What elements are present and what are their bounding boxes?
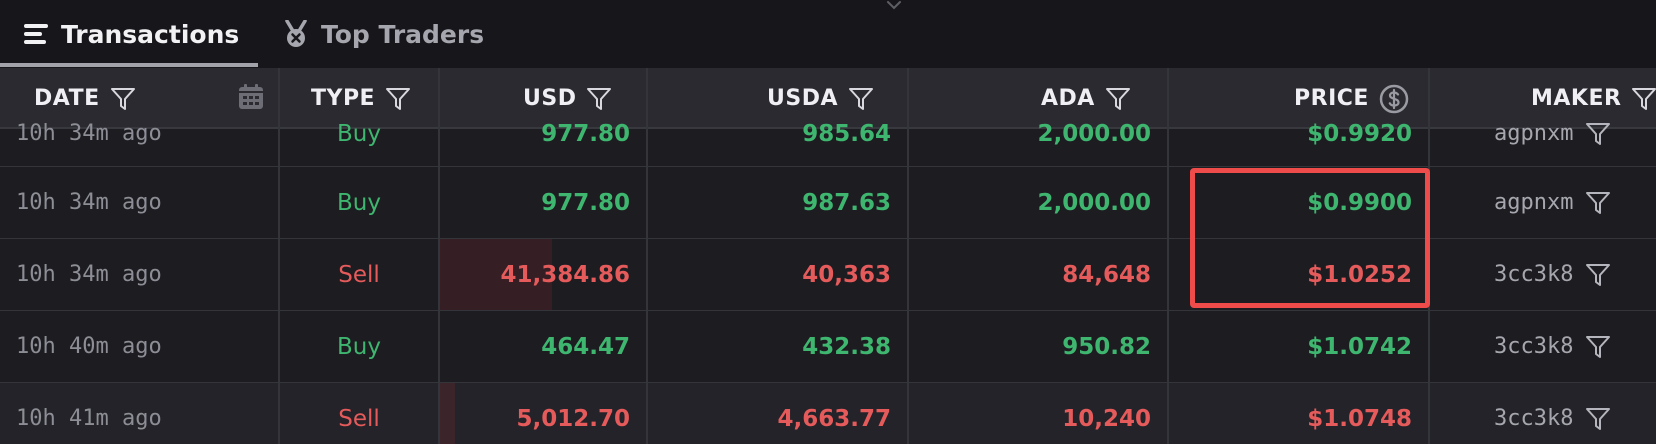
- tab-transactions-label: Transactions: [61, 19, 240, 49]
- cell-price: $1.0742: [1307, 333, 1412, 360]
- maker-address[interactable]: 3cc3k8: [1494, 262, 1574, 287]
- cell-maker: 3cc3k8: [1494, 239, 1611, 310]
- cell-usda: 432.38: [802, 333, 891, 360]
- active-tab-indicator: [0, 63, 258, 67]
- cell-maker: agpnxm: [1494, 167, 1611, 238]
- filter-icon[interactable]: [1585, 263, 1611, 287]
- column-header-usd[interactable]: USD: [523, 68, 612, 129]
- cell-maker: 3cc3k8: [1494, 311, 1611, 382]
- cell-ada: 2,000.00: [1037, 120, 1152, 147]
- medal-icon: [282, 20, 310, 48]
- cell-usd: 464.47: [541, 333, 630, 360]
- cell-date: 10h 34m ago: [16, 121, 162, 146]
- tab-bar: Transactions Top Traders: [0, 0, 1656, 68]
- table-row[interactable]: 10h 34m ago Buy 977.80 987.63 2,000.00 $0.990…: [0, 167, 1656, 239]
- cell-maker: 3cc3k8: [1494, 383, 1611, 444]
- cell-usd: 977.80: [541, 189, 630, 216]
- cell-ada: 10,240: [1062, 405, 1151, 432]
- cell-ada: 84,648: [1062, 261, 1151, 288]
- cell-usda: 40,363: [802, 261, 891, 288]
- filter-icon[interactable]: [385, 87, 411, 111]
- column-header-usda[interactable]: USDA: [767, 68, 874, 129]
- filter-icon[interactable]: [1585, 191, 1611, 215]
- column-header-maker-label: MAKER: [1531, 86, 1622, 111]
- tab-top-traders-label: Top Traders: [321, 19, 485, 49]
- column-divider: [646, 68, 648, 444]
- cell-type: Buy: [337, 333, 381, 360]
- cell-usd: 5,012.70: [516, 405, 631, 432]
- column-divider: [438, 68, 440, 444]
- cell-type: Sell: [338, 405, 380, 432]
- filter-icon[interactable]: [1631, 87, 1656, 111]
- column-header-ada[interactable]: ADA: [1041, 68, 1131, 129]
- usd-volume-bar: [440, 239, 552, 310]
- cell-maker: agpnxm: [1494, 115, 1611, 152]
- maker-address[interactable]: 3cc3k8: [1494, 334, 1574, 359]
- table-row[interactable]: 10h 34m ago Sell 41,384.86 40,363 84,648 $1.0…: [0, 239, 1656, 311]
- cell-ada: 950.82: [1062, 333, 1151, 360]
- cell-date: 10h 41m ago: [16, 406, 162, 431]
- filter-icon[interactable]: [1585, 122, 1611, 146]
- cell-ada: 2,000.00: [1037, 189, 1152, 216]
- price-highlight-box: [1190, 168, 1430, 308]
- filter-icon[interactable]: [1105, 87, 1131, 111]
- column-header-date[interactable]: DATE: [34, 68, 136, 129]
- column-header-date-label: DATE: [34, 86, 100, 111]
- filter-icon[interactable]: [586, 87, 612, 111]
- cell-date: 10h 34m ago: [16, 190, 162, 215]
- maker-address[interactable]: agpnxm: [1494, 121, 1574, 146]
- filter-icon[interactable]: [110, 87, 136, 111]
- table-row[interactable]: 10h 41m ago Sell 5,012.70 4,663.77 10,240 $1.…: [0, 383, 1656, 444]
- cell-price: $1.0748: [1307, 405, 1412, 432]
- table-row[interactable]: 10h 40m ago Buy 464.47 432.38 950.82 $1.0742 3…: [0, 311, 1656, 383]
- filter-icon[interactable]: [1585, 407, 1611, 431]
- usd-volume-bar: [440, 383, 455, 444]
- cell-usd: 41,384.86: [500, 261, 631, 288]
- column-divider: [278, 68, 280, 444]
- filter-icon[interactable]: [848, 87, 874, 111]
- column-divider: [1167, 68, 1169, 444]
- tab-transactions[interactable]: Transactions: [22, 0, 239, 68]
- calendar-icon[interactable]: [237, 83, 265, 115]
- cell-type: Buy: [337, 189, 381, 216]
- cell-price: $0.9900: [1307, 189, 1412, 216]
- table-row[interactable]: 10h 34m ago Buy 977.80 985.64 2,000.00 $0.992…: [0, 121, 1656, 167]
- column-header-usd-label: USD: [523, 86, 577, 111]
- column-header-maker[interactable]: MAKER: [1531, 68, 1656, 129]
- cell-usda: 4,663.77: [777, 405, 892, 432]
- column-header-price[interactable]: PRICE: [1294, 68, 1409, 129]
- maker-address[interactable]: agpnxm: [1494, 190, 1574, 215]
- cell-date: 10h 40m ago: [16, 334, 162, 359]
- cell-usda: 985.64: [802, 120, 891, 147]
- filter-icon[interactable]: [1585, 335, 1611, 359]
- cell-date: 10h 34m ago: [16, 262, 162, 287]
- cell-type: Buy: [337, 120, 381, 147]
- column-divider: [907, 68, 909, 444]
- list-icon: [22, 20, 50, 48]
- column-header-price-label: PRICE: [1294, 86, 1369, 111]
- column-header-usda-label: USDA: [767, 86, 838, 111]
- cell-usda: 987.63: [802, 189, 891, 216]
- dollar-circle-icon[interactable]: [1379, 84, 1409, 114]
- cell-price: $0.9920: [1307, 120, 1412, 147]
- cell-price: $1.0252: [1307, 261, 1412, 288]
- column-header-type[interactable]: TYPE: [311, 68, 411, 129]
- column-header-type-label: TYPE: [311, 86, 376, 111]
- chevron-down-icon[interactable]: [882, 0, 906, 14]
- column-header-ada-label: ADA: [1041, 86, 1095, 111]
- table-header: DATE TYPE USD USDA ADA: [0, 68, 1656, 129]
- cell-usd: 977.80: [541, 120, 630, 147]
- tab-top-traders[interactable]: Top Traders: [282, 0, 484, 68]
- maker-address[interactable]: 3cc3k8: [1494, 406, 1574, 431]
- cell-type: Sell: [338, 261, 380, 288]
